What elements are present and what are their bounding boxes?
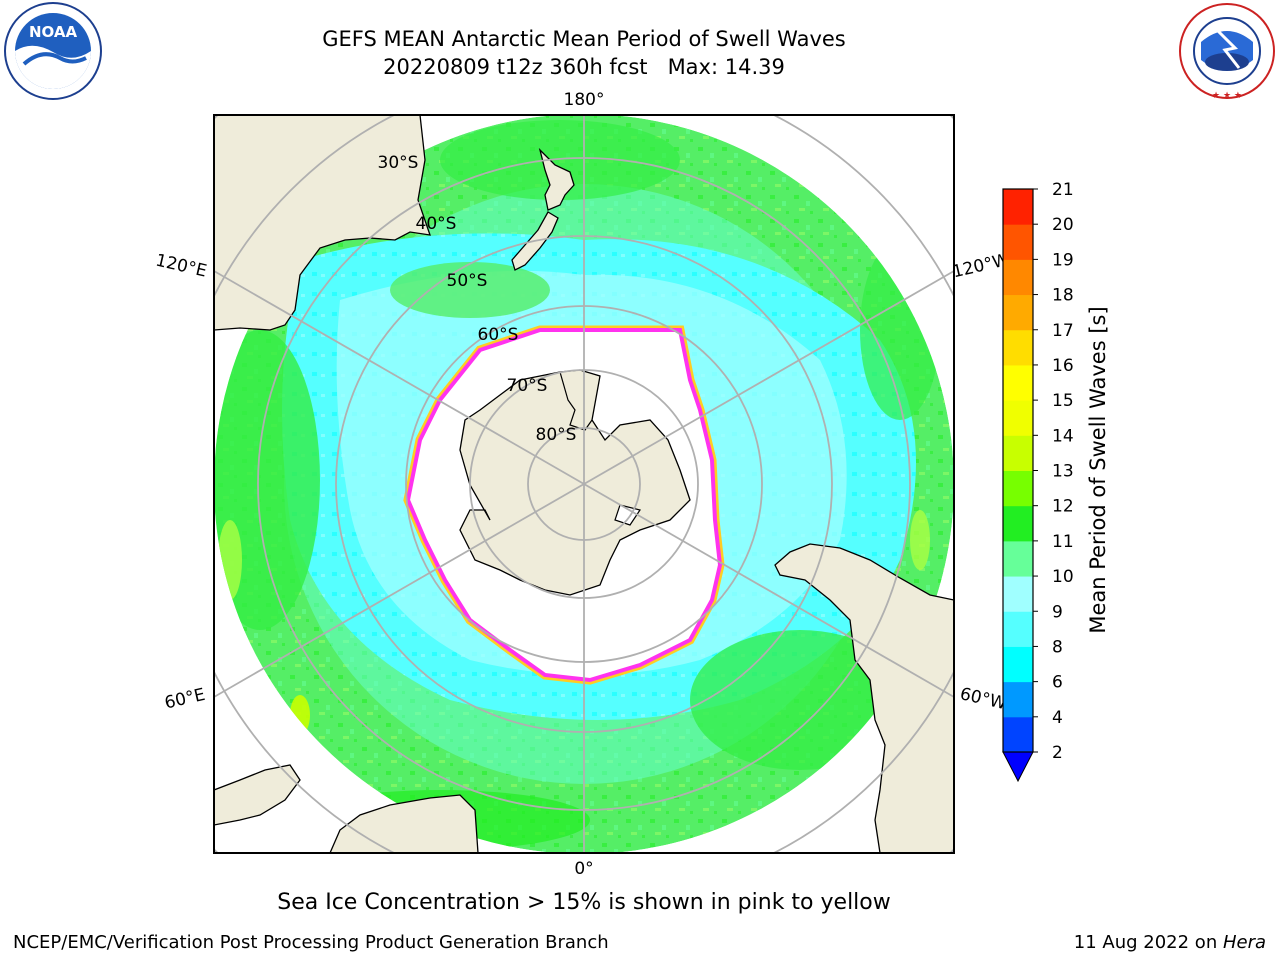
lon-label-120w: 120°W: [950, 250, 1011, 283]
noaa-logo-text: NOAA: [29, 23, 78, 41]
lat-label-80s: 80°S: [536, 425, 577, 445]
footer-branch: NCEP/EMC/Verification Post Processing Pr…: [13, 932, 609, 953]
lat-label-30s: 30°S: [378, 153, 419, 173]
lat-label-50s: 50°S: [447, 271, 488, 291]
lon-label-120e: 120°E: [154, 251, 209, 282]
lat-label-60s: 60°S: [478, 325, 519, 345]
lat-label-40s: 40°S: [416, 214, 457, 234]
longitude-gridlines: [214, 115, 954, 853]
map-subtitle: 20220809 t12z 360h fcst Max: 14.39: [383, 55, 785, 79]
svg-text:★ ★ ★: ★ ★ ★: [1212, 91, 1242, 101]
footer-date: 11 Aug 2022 on Hera: [1074, 932, 1266, 953]
map-title: GEFS MEAN Antarctic Mean Period of Swell…: [322, 27, 846, 51]
noaa-logo-icon: NOAA: [4, 2, 102, 100]
lon-label-60e: 60°E: [163, 685, 207, 714]
lon-label-180: 180°: [564, 90, 605, 110]
national-weather-service-logo-icon: ★ ★ ★: [1179, 3, 1275, 101]
land-masses: [214, 115, 954, 853]
lon-label-0: 0°: [574, 859, 593, 879]
footer-host: Hera: [1222, 932, 1266, 953]
map-frame: [213, 114, 955, 854]
lon-label-60w: 60°W: [958, 684, 1008, 714]
footer-date-text: 11 Aug 2022 on: [1073, 932, 1223, 953]
lat-label-70s: 70°S: [507, 376, 548, 396]
sea-ice-caption: Sea Ice Concentration > 15% is shown in …: [277, 890, 891, 915]
